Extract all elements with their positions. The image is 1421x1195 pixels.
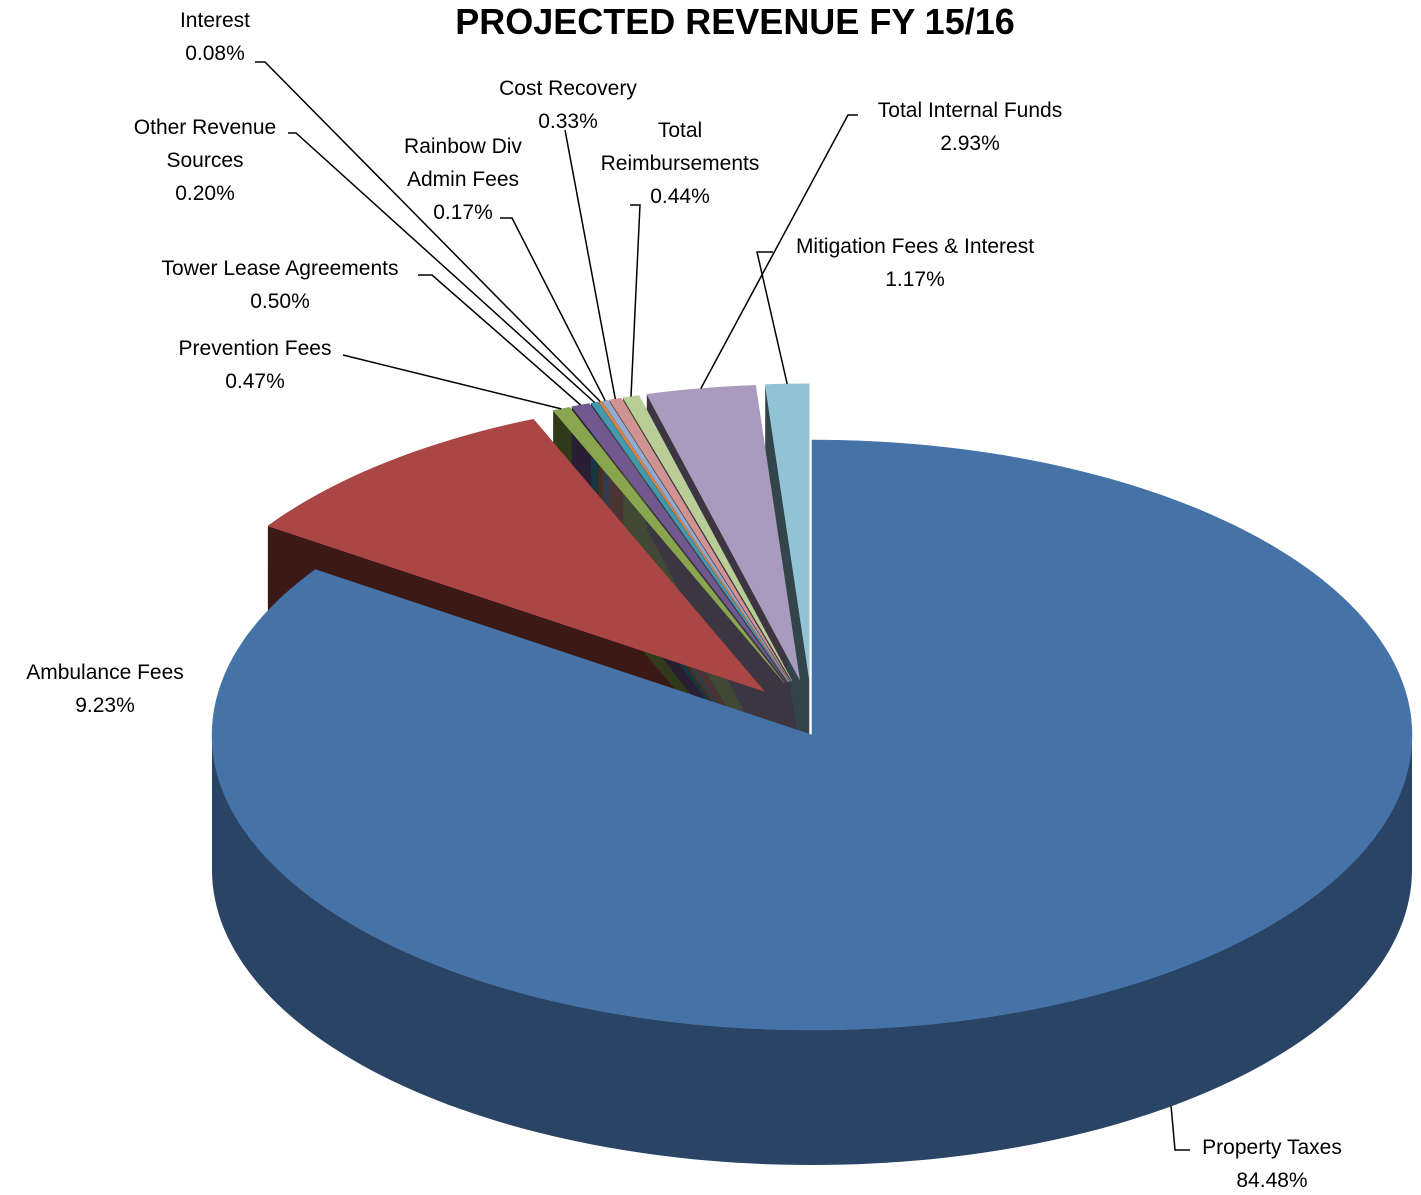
slice-label: Prevention Fees — [178, 337, 332, 360]
slice — [267, 418, 766, 692]
slice-label: Tower Lease Agreements — [161, 257, 399, 280]
leader-line — [630, 204, 641, 397]
slice-value-label: 0.44% — [650, 185, 710, 208]
slice-value-label: 0.17% — [433, 201, 493, 224]
slice-label: Mitigation Fees & Interest — [795, 235, 1035, 258]
chart-title: PROJECTED REVENUE FY 15/16 — [455, 1, 1015, 42]
slice-label: Property Taxes — [1202, 1136, 1342, 1159]
leader-line — [342, 354, 562, 410]
slice-value-label: 0.50% — [250, 290, 310, 313]
slice-value-label: 9.23% — [75, 694, 135, 717]
slice — [211, 439, 1413, 1031]
slice-label: Cost Recovery — [499, 77, 637, 100]
slice-value-label: 0.47% — [225, 370, 285, 393]
slice-value-label: 2.93% — [940, 132, 1000, 155]
slice-label: Interest — [179, 9, 251, 32]
leader-line — [500, 217, 606, 401]
leader-line — [255, 61, 601, 403]
leader-line — [564, 129, 617, 400]
leaders — [255, 61, 1190, 1151]
leader-line — [418, 274, 582, 406]
slice-value-label: 0.33% — [538, 110, 598, 133]
slice-value-label: 84.48% — [1236, 1169, 1308, 1192]
slice-label: Other Revenue Sources — [133, 116, 277, 172]
slice-value-label: 0.20% — [175, 182, 235, 205]
leader-line — [1170, 1106, 1190, 1151]
slice-label: Total Internal Funds — [877, 99, 1063, 122]
slice-tops — [211, 383, 1413, 1031]
slice-label: Ambulance Fees — [26, 661, 184, 684]
slice-value-label: 0.08% — [185, 42, 245, 65]
slice-wall — [212, 735, 1412, 1165]
slice-walls — [212, 735, 1412, 1165]
slice-label: Total Reimbursements — [600, 119, 760, 175]
slice-label: Rainbow Div Admin Fees — [404, 135, 522, 191]
leader-line — [756, 251, 788, 385]
leader-line — [700, 114, 858, 389]
leader-line — [288, 132, 596, 404]
slice-value-label: 1.17% — [885, 268, 945, 291]
